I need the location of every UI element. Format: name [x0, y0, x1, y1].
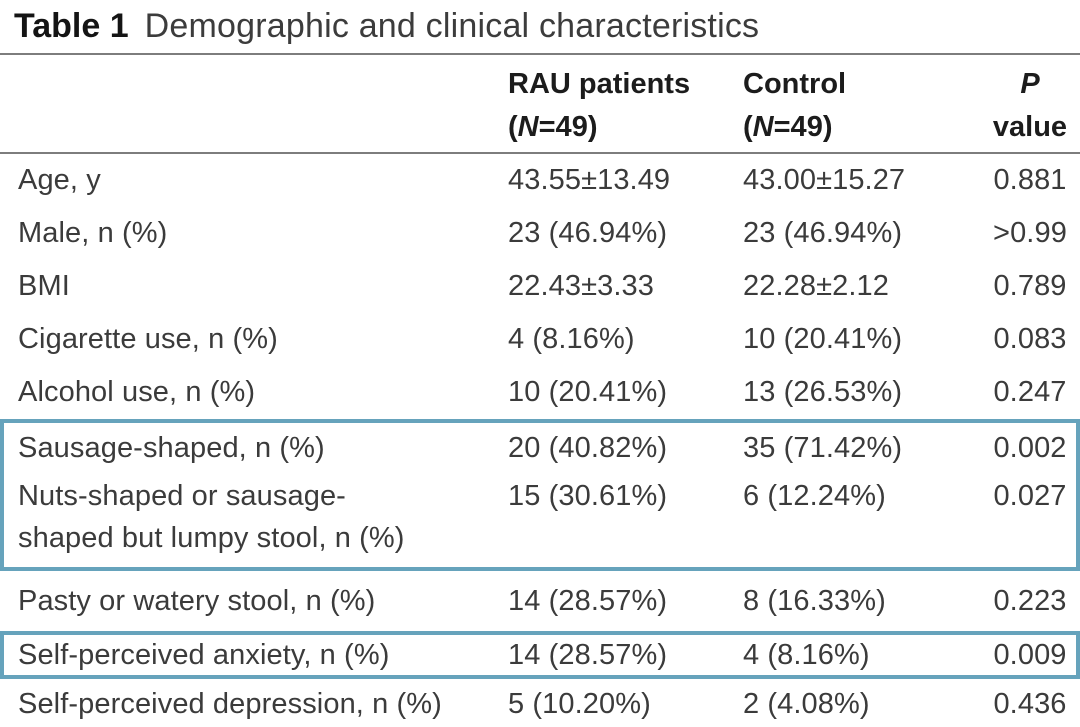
cell-p-value: 0.009: [993, 638, 1067, 671]
table-header-row: RAU patients (N=49) Control (N=49) P val…: [0, 55, 1080, 152]
table-number: Table 1: [14, 7, 129, 45]
cell-rau: 14 (28.57%): [508, 638, 668, 671]
row-label: Age, y: [18, 164, 101, 196]
cell-p-value: 0.223: [993, 584, 1067, 617]
cell-rau: 4 (8.16%): [508, 323, 635, 355]
table-caption: Table 1 Demographic and clinical characte…: [0, 0, 1080, 53]
col-header-rau-n: (N=49): [508, 111, 598, 143]
col-header-p-symbol: P: [1020, 68, 1040, 100]
table-row-depression: Self-perceived depression, n (%) 5 (10.2…: [0, 679, 1080, 727]
cell-rau: 22.43±3.33: [508, 270, 654, 302]
table-row-nuts-shaped: Nuts-shaped or sausage- shaped but lumpy…: [0, 473, 1080, 567]
table-row-pasty: Pasty or watery stool, n (%) 14 (28.57%)…: [0, 571, 1080, 631]
cell-p-value: 0.436: [993, 687, 1067, 720]
table-title: Demographic and clinical characteristics: [144, 7, 760, 45]
cell-p-value: 0.789: [993, 270, 1067, 302]
highlight-box-stool-shape: Sausage-shaped, n (%) 20 (40.82%) 35 (71…: [0, 419, 1080, 571]
table-row-anxiety: Self-perceived anxiety, n (%) 14 (28.57%…: [0, 635, 1080, 675]
table-row-cigarette: Cigarette use, n (%) 4 (8.16%) 10 (20.41…: [0, 313, 1080, 366]
row-label: BMI: [18, 270, 70, 302]
cell-control: 22.28±2.12: [743, 270, 889, 302]
col-header-rau: RAU patients (N=49): [508, 63, 743, 152]
table-row-age: Age, y 43.55±13.49 43.00±15.27 0.881: [0, 154, 1080, 207]
row-label: Alcohol use, n (%): [18, 376, 256, 408]
col-header-empty: [0, 63, 508, 152]
row-label: Pasty or watery stool, n (%): [18, 584, 376, 617]
table-row-alcohol: Alcohol use, n (%) 10 (20.41%) 13 (26.53…: [0, 366, 1080, 419]
cell-p-value: 0.027: [993, 480, 1067, 512]
cell-control: 35 (71.42%): [743, 431, 903, 464]
col-header-control-name: Control: [743, 68, 847, 100]
row-label: Self-perceived depression, n (%): [18, 687, 442, 720]
col-header-rau-name: RAU patients: [508, 68, 691, 100]
row-label: Nuts-shaped or sausage- shaped but lumpy…: [18, 480, 405, 554]
cell-rau: 43.55±13.49: [508, 164, 671, 196]
cell-p-value: 0.083: [993, 323, 1067, 355]
row-label: Cigarette use, n (%): [18, 323, 278, 355]
cell-p-value: 0.002: [993, 431, 1067, 464]
row-label: Sausage-shaped, n (%): [18, 431, 325, 464]
cell-rau: 10 (20.41%): [508, 376, 668, 408]
cell-control: 6 (12.24%): [743, 480, 886, 512]
cell-control: 10 (20.41%): [743, 323, 903, 355]
col-header-p-word: value: [992, 111, 1068, 143]
row-label: Male, n (%): [18, 217, 168, 249]
cell-rau: 14 (28.57%): [508, 584, 668, 617]
col-header-control-n: (N=49): [743, 111, 833, 143]
row-label: Self-perceived anxiety, n (%): [18, 638, 390, 671]
cell-control: 13 (26.53%): [743, 376, 903, 408]
cell-p-value: >0.99: [993, 217, 1067, 249]
col-header-p: P value: [980, 63, 1080, 152]
table-row-male: Male, n (%) 23 (46.94%) 23 (46.94%) >0.9…: [0, 207, 1080, 260]
cell-control: 2 (4.08%): [743, 687, 870, 720]
cell-rau: 20 (40.82%): [508, 431, 668, 464]
cell-p-value: 0.247: [993, 376, 1067, 408]
table-row-sausage: Sausage-shaped, n (%) 20 (40.82%) 35 (71…: [0, 423, 1080, 473]
top-rule: [0, 53, 1080, 55]
cell-rau: 23 (46.94%): [508, 217, 668, 249]
cell-control: 8 (16.33%): [743, 584, 886, 617]
cell-rau: 15 (30.61%): [508, 480, 668, 512]
highlight-box-anxiety: Self-perceived anxiety, n (%) 14 (28.57%…: [0, 631, 1080, 679]
cell-rau: 5 (10.20%): [508, 687, 651, 720]
cell-p-value: 0.881: [993, 164, 1067, 196]
table-row-bmi: BMI 22.43±3.33 22.28±2.12 0.789: [0, 260, 1080, 313]
col-header-control: Control (N=49): [743, 63, 980, 152]
cell-control: 4 (8.16%): [743, 638, 870, 671]
cell-control: 23 (46.94%): [743, 217, 903, 249]
cell-control: 43.00±15.27: [743, 164, 906, 196]
header-rule: [0, 152, 1080, 154]
